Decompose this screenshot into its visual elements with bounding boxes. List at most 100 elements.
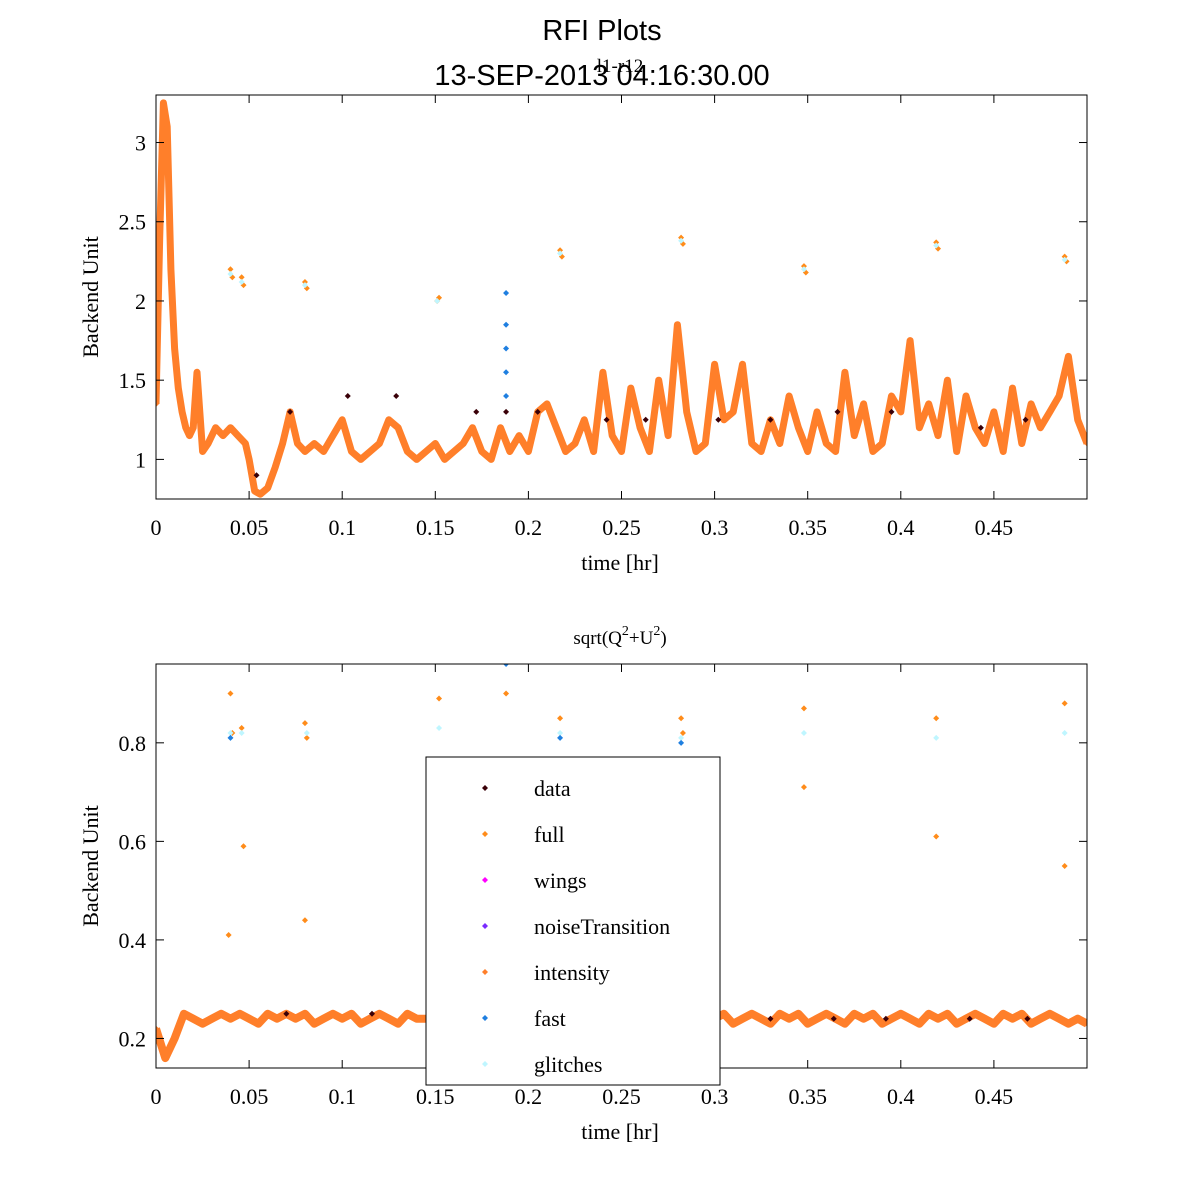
point-intensity — [171, 345, 178, 352]
x-tick-label: 0.1 — [328, 515, 356, 540]
point-intensity — [516, 432, 523, 439]
point-intensity — [167, 266, 174, 273]
point-intensity — [1065, 353, 1072, 360]
point-intensity — [665, 432, 672, 439]
top-plot: 0 0.05 0.1 0.15 0.2 0.25 0.3 0.35 0.4 0.45 1 1.5 2 2.… — [78, 94, 1088, 575]
point-glitches — [301, 282, 308, 289]
point-intensity — [1056, 1015, 1063, 1022]
point-intensity — [720, 1010, 727, 1017]
point-glitches — [227, 271, 234, 278]
point-intensity — [264, 484, 271, 491]
point-intensity — [860, 400, 867, 407]
point-intensity — [860, 1015, 867, 1022]
x-tick-label: 0.2 — [515, 1084, 543, 1109]
point-intensity — [1056, 393, 1063, 400]
point-intensity — [311, 440, 318, 447]
point-fast — [503, 290, 510, 297]
point-intensity — [294, 440, 301, 447]
point-data — [834, 408, 841, 415]
point-data — [503, 408, 510, 415]
point-intensity — [357, 456, 364, 463]
point-full — [227, 690, 234, 697]
point-glitches — [800, 266, 807, 273]
point-intensity — [814, 408, 821, 415]
legend-marker-intensity — [482, 969, 488, 975]
point-glitches — [1061, 729, 1068, 736]
point-intensity — [220, 432, 227, 439]
point-intensity — [329, 432, 336, 439]
point-intensity — [190, 1015, 197, 1022]
point-intensity — [199, 1020, 206, 1027]
x-tick-label: 0.05 — [230, 1084, 269, 1109]
point-intensity — [841, 1020, 848, 1027]
point-intensity — [925, 1010, 932, 1017]
x-tick-label: 0.2 — [515, 515, 543, 540]
point-full — [800, 784, 807, 791]
y-tick-label: 0.8 — [119, 731, 147, 756]
point-intensity — [897, 1010, 904, 1017]
point-intensity — [627, 385, 634, 392]
point-data — [603, 416, 610, 423]
legend-label-glitches: glitches — [534, 1052, 602, 1077]
point-intensity — [279, 440, 286, 447]
point-data — [715, 416, 722, 423]
point-intensity — [1000, 448, 1007, 455]
point-intensity — [1084, 1020, 1087, 1027]
x-tick-label: 0.3 — [701, 515, 729, 540]
point-intensity — [1065, 1020, 1072, 1027]
point-fast — [557, 734, 564, 741]
y-tick-label: 3 — [135, 131, 146, 156]
x-tick-label: 0.3 — [701, 1084, 729, 1109]
point-intensity — [441, 456, 448, 463]
point-intensity — [385, 416, 392, 423]
point-full — [678, 715, 685, 722]
point-intensity — [990, 408, 997, 415]
legend-label-wings: wings — [534, 868, 587, 893]
point-glitches — [933, 242, 940, 249]
series-line-intensity — [156, 99, 1087, 498]
point-intensity — [599, 369, 606, 376]
point-intensity — [637, 424, 644, 431]
x-tick-label: 0.05 — [230, 515, 269, 540]
x-tick-label: 0.45 — [975, 515, 1014, 540]
point-intensity — [1046, 408, 1053, 415]
point-intensity — [1000, 1010, 1007, 1017]
legend: data full wings noiseTransition intensity fas… — [425, 756, 721, 1086]
point-intensity — [246, 1015, 253, 1022]
point-intensity — [553, 424, 560, 431]
point-data — [767, 416, 774, 423]
point-intensity — [413, 1015, 420, 1022]
point-intensity — [1028, 400, 1035, 407]
point-intensity — [981, 1015, 988, 1022]
point-intensity — [571, 440, 578, 447]
overlay-label: l1-r12 — [597, 56, 643, 77]
point-intensity — [301, 1010, 308, 1017]
point-intensity — [944, 377, 951, 384]
point-intensity — [180, 1010, 187, 1017]
point-intensity — [851, 1010, 858, 1017]
point-intensity — [692, 448, 699, 455]
point-full — [227, 266, 234, 273]
point-intensity — [190, 424, 197, 431]
x-tick-label: 0 — [151, 515, 162, 540]
point-intensity — [186, 432, 193, 439]
point-intensity — [156, 1025, 159, 1032]
point-intensity — [348, 448, 355, 455]
point-intensity — [156, 234, 163, 241]
point-intensity — [962, 393, 969, 400]
point-intensity — [367, 448, 374, 455]
point-glitches — [678, 237, 685, 244]
point-intensity — [450, 448, 457, 455]
point-intensity — [320, 448, 327, 455]
point-data — [977, 424, 984, 431]
point-intensity — [888, 1015, 895, 1022]
point-intensity — [646, 448, 653, 455]
legend-box — [425, 756, 721, 1086]
point-intensity — [544, 400, 551, 407]
point-data — [393, 393, 400, 400]
point-intensity — [953, 1020, 960, 1027]
x-tick-label: 0.1 — [328, 1084, 356, 1109]
point-intensity — [242, 440, 249, 447]
point-intensity — [776, 440, 783, 447]
